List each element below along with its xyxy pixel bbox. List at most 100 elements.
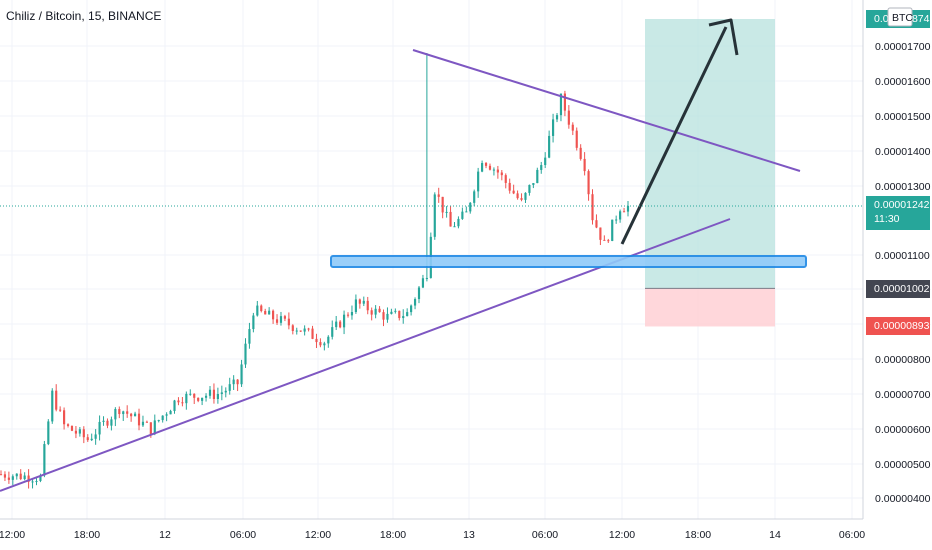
candle-body: [201, 397, 204, 401]
grid-lines: [0, 0, 863, 519]
time-tick-label: 12:00: [305, 529, 331, 541]
candle-body: [283, 316, 287, 319]
candle-body: [177, 400, 180, 403]
candle-body: [240, 364, 243, 385]
candle-body: [181, 402, 184, 404]
time-axis[interactable]: 12:00 18:00 12 06:00 12:00 18:00 13 06:00 12:00 1…: [0, 518, 865, 541]
candle-body: [417, 287, 421, 300]
candle-body: [35, 480, 38, 482]
candle-body: [23, 475, 26, 480]
candle-body: [161, 415, 164, 421]
currency-button-label: BTC: [892, 12, 913, 24]
candle-body: [55, 390, 58, 410]
forecast-arrow-head: [708, 18, 739, 56]
price-tick-label: 0.00000700: [875, 389, 931, 401]
candle-body: [315, 338, 318, 343]
candle-body: [248, 329, 251, 344]
candle-body: [189, 393, 192, 395]
candle-body: [378, 308, 381, 313]
candle-body: [492, 169, 496, 171]
resistance-trendline: [412, 49, 801, 172]
candle-body: [595, 220, 598, 228]
candle-body: [551, 119, 555, 136]
candle-body: [465, 211, 468, 213]
candle-body: [70, 425, 74, 431]
position-zones: [645, 19, 775, 327]
candle-body: [398, 310, 401, 319]
candle-body: [197, 397, 200, 401]
candle-body: [354, 299, 357, 312]
candle-body: [524, 192, 527, 200]
candle-body: [216, 394, 219, 400]
candle-body: [173, 400, 176, 411]
candle-body: [339, 321, 342, 328]
current-price-tag-text: 11:30: [874, 213, 900, 225]
candle-body: [295, 330, 298, 332]
candle-body: [137, 413, 141, 426]
candle-body: [548, 135, 551, 158]
candle-body: [122, 411, 125, 415]
candle-body: [157, 420, 160, 422]
candle-body: [118, 409, 121, 415]
candle-body: [516, 193, 519, 199]
candle-body: [279, 316, 283, 323]
candle-body: [413, 299, 417, 306]
candle-body: [453, 226, 456, 228]
candle-body: [335, 321, 338, 328]
candle-body: [153, 420, 156, 435]
candle-body: [232, 379, 235, 385]
candle-body: [224, 390, 227, 393]
time-tick-label: 18:00: [685, 529, 711, 541]
candle-body: [382, 312, 385, 320]
candle-body: [323, 343, 326, 346]
candle-body: [622, 211, 626, 213]
candle-body: [66, 424, 70, 426]
candle-body: [591, 194, 594, 221]
candle-body: [98, 421, 101, 435]
price-tick-label: 0.00000800: [875, 354, 931, 366]
price-axis[interactable]: 0.00000400 0.00000500 0.00000600 0.00000700…: [862, 0, 931, 519]
stop-zone: [645, 288, 775, 327]
candle-body: [362, 300, 365, 304]
candle-body: [461, 211, 464, 219]
candle-body: [244, 343, 247, 365]
price-tick-label: 0.00001100: [875, 250, 930, 262]
candle-body: [185, 393, 188, 404]
candle-body: [386, 313, 389, 320]
candle-body: [212, 389, 216, 400]
candle-body: [508, 182, 511, 191]
candle-body: [311, 328, 314, 339]
candle-body: [520, 198, 523, 200]
current-price-tag-text: 0.00001242: [874, 199, 930, 211]
candle-body: [406, 312, 409, 317]
candle-body: [567, 110, 570, 125]
candle-body: [133, 413, 137, 417]
candle-body: [165, 414, 168, 416]
candle-body: [575, 130, 578, 148]
candle-body: [559, 93, 563, 116]
candle-body: [319, 342, 322, 346]
candle-body: [374, 308, 377, 315]
candle-body: [39, 475, 42, 481]
price-tick-label: 0.00001300: [875, 181, 931, 193]
price-tick-label: 0.00001700: [875, 41, 931, 53]
candle-body: [169, 410, 172, 415]
candle-body: [331, 327, 334, 337]
time-tick-label: 12:00: [609, 529, 635, 541]
candle-body: [528, 184, 531, 193]
candle-body: [555, 115, 559, 120]
candle-body: [626, 205, 630, 212]
candle-body: [228, 384, 231, 391]
time-tick-label: 06:00: [532, 529, 558, 541]
candle-body: [469, 202, 472, 212]
candle-body: [496, 169, 499, 173]
candle-body: [425, 277, 428, 279]
price-tick-label: 0.00001400: [875, 146, 931, 158]
candle-body: [579, 147, 582, 159]
candle-body: [126, 411, 129, 414]
time-tick-label: 12:00: [0, 529, 25, 541]
candle-body: [433, 194, 436, 237]
candle-body: [327, 336, 330, 344]
candle-body: [94, 434, 97, 439]
